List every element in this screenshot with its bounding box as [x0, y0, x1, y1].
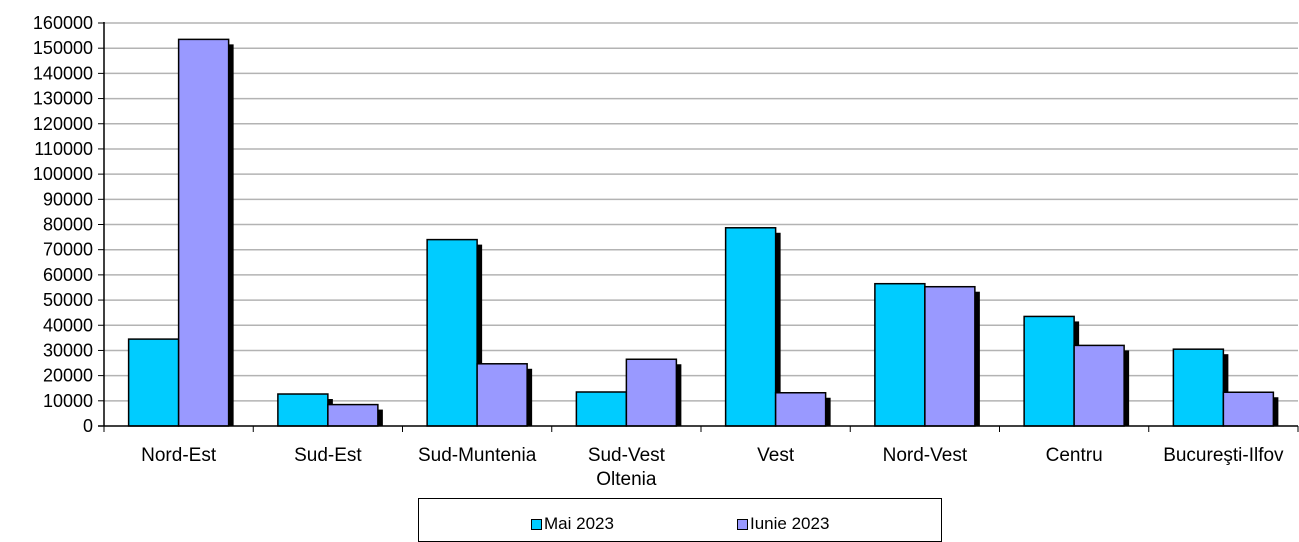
y-tick-label: 110000	[34, 139, 93, 159]
legend-item-mai-2023: Mai 2023	[531, 514, 614, 534]
y-tick-label: 140000	[33, 63, 93, 83]
y-tick-label: 130000	[33, 89, 93, 109]
bar-mai-2023-centru	[1023, 315, 1075, 427]
bar-iunie-2023-centru	[1073, 344, 1125, 427]
bar-mai-2023-sud-vest-oltenia	[575, 391, 628, 427]
y-tick-label: 10000	[43, 391, 93, 411]
legend-swatch-iunie-2023	[737, 518, 748, 530]
bar-chart: 0 10000 20000 30000 40000 50000 60000 70000 8000…	[33, 13, 1299, 490]
x-tick-label-vest: Vest	[757, 445, 795, 466]
y-tick-label: 0	[83, 416, 93, 436]
bar-iunie-2023-vest	[774, 392, 827, 427]
y-tick-label: 70000	[43, 240, 93, 260]
bar-mai-2023-nord-est	[127, 338, 180, 427]
bar-iunie-2023-nord-vest	[924, 285, 976, 427]
y-tick-label: 80000	[43, 215, 93, 235]
bar-mai-2023-bucure-ti-ilfov	[1172, 348, 1225, 427]
x-axis-labels: Nord-Est Sud-Est Sud-Muntenia Sud-Vest Olten…	[141, 445, 1284, 490]
x-tick-label-centru: Centru	[1046, 445, 1103, 466]
y-tick-label: 90000	[43, 189, 93, 209]
legend-swatch-mai-2023	[531, 518, 542, 530]
bar-iunie-2023-nord-est	[177, 38, 230, 427]
x-tick-label-nord-est: Nord-Est	[141, 445, 217, 466]
x-tick-label-sud-muntenia: Sud-Muntenia	[418, 445, 537, 466]
y-tick-label: 150000	[33, 38, 93, 58]
y-tick-label: 50000	[43, 290, 93, 310]
y-tick-label: 40000	[43, 315, 93, 335]
y-tick-label: 120000	[33, 114, 93, 134]
bar-mai-2023-vest	[724, 227, 777, 427]
y-tick-label: 30000	[43, 340, 93, 360]
y-tick-label: 160000	[33, 13, 93, 33]
x-tick-label-bucure-ti-ilfov: Bucureşti-Ilfov	[1163, 445, 1284, 466]
legend-label-iunie-2023: Iunie 2023	[750, 514, 830, 533]
x-tick-label-sud-est: Sud-Est	[294, 445, 362, 466]
y-axis-ticks: 0 10000 20000 30000 40000 50000 60000 70000 8000…	[33, 13, 104, 436]
bar-mai-2023-nord-vest	[874, 282, 926, 427]
y-tick-label: 100000	[33, 164, 93, 184]
gridlines	[104, 22, 1298, 402]
bar-iunie-2023-sud-vest-oltenia	[625, 358, 678, 427]
y-tick-label: 20000	[43, 366, 93, 386]
bars	[127, 38, 1279, 427]
legend-item-iunie-2023: Iunie 2023	[737, 514, 829, 534]
axes	[98, 22, 1299, 432]
x-tick-label-sud-vest-oltenia: Sud-Vest Oltenia	[588, 445, 666, 490]
x-tick-label-nord-vest: Nord-Vest	[883, 445, 968, 466]
legend: Mai 2023 Iunie 2023	[418, 498, 942, 542]
bar-iunie-2023-sud-est	[327, 403, 379, 427]
bar-mai-2023-sud-muntenia	[426, 238, 478, 427]
bar-mai-2023-sud-est	[277, 393, 329, 427]
legend-label-mai-2023: Mai 2023	[544, 514, 614, 533]
y-tick-label: 60000	[43, 265, 93, 285]
bar-iunie-2023-sud-muntenia	[476, 363, 528, 427]
bar-iunie-2023-bucure-ti-ilfov	[1222, 391, 1275, 427]
